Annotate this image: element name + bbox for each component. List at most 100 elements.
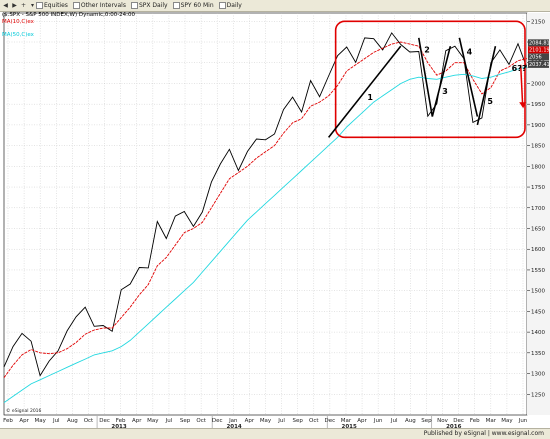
x-tick-label: Nov [437,418,448,424]
price-tag-label: 2101.19 [529,48,550,54]
x-tick-label: Apr [19,418,29,424]
annotation-trendline [476,45,497,126]
x-tick-label: Oct [84,418,94,424]
x-year-label: 2015 [342,424,357,428]
x-tick-label: Jun [518,418,528,424]
highlight-box [334,20,526,139]
x-tick-label: Oct [309,418,319,424]
x-tick-label: Sep [293,418,304,424]
toolbar-item-label: Equities [44,2,68,9]
y-tick-label: 1500 [531,289,545,295]
down-arrow-head [519,102,527,109]
x-tick-label: Aug [67,418,78,424]
price-axis-panel [527,13,550,415]
y-tick-label: 1950 [531,102,545,108]
annotation-label: 5 [487,97,493,106]
price-tag: 2056 [528,53,549,61]
x-tick-label: Jul [390,418,398,424]
watermark: © eSignal 2016 [6,407,42,414]
annotation-label: 4 [467,47,473,56]
annotation-trendline [431,45,452,117]
forward-arrow-icon[interactable]: ▶ [12,2,17,9]
toolbar-item-other-intervals[interactable]: Other Intervals [72,2,126,9]
y-tick-label: 1600 [531,247,545,253]
annotation-label: 3 [442,87,448,96]
toolbar-item-spx-daily[interactable]: SPX Daily [130,2,168,9]
y-tick-label: 2150 [531,19,545,25]
toolbar-item-spy-60-min[interactable]: SPY 60 Min [172,2,214,9]
x-tick-label: Feb [116,418,126,424]
y-tick-label: 1250 [531,392,545,398]
legend-ma50: MA(50,C)ex [2,32,34,38]
status-bar: Published by eSignal | www.esignal.com [0,428,550,439]
x-tick-label: May [147,418,159,424]
toolbar-item-label: SPX Daily [138,2,168,9]
y-tick-label: 1900 [531,123,545,129]
x-tick-label: Mar [486,418,497,424]
annotation-label: 6?? [512,64,527,73]
list-icon [36,2,43,9]
y-tick-label: 1400 [531,330,545,336]
x-tick-label: Jul [52,418,60,424]
x-tick-label: May [35,418,47,424]
clock-icon [72,2,80,9]
chart-icon [218,2,226,9]
x-tick-label: Mar [341,418,352,424]
price-tag: 2037.41 [528,60,550,68]
y-tick-label: 1650 [531,227,545,233]
toolbar-item-label: SPY 60 Min [180,2,214,9]
price-tag-box [528,39,549,47]
toolbar: ◀ ▶ + ▾ Equities Other Intervals SPX Dai… [0,0,550,12]
y-tick-label: 1850 [531,144,545,150]
dropdown-icon[interactable]: ▾ [30,2,34,9]
publisher-text: Published by eSignal | www.esignal.com [423,430,544,437]
y-tick-label: 1800 [531,164,545,170]
y-tick-label: 1550 [531,268,545,274]
x-tick-label: Apr [245,418,255,424]
price-tag-label: 2056 [529,55,542,61]
price-tag-box [528,46,549,54]
down-arrow-shaft [519,64,524,107]
x-tick-label: Dec [99,418,110,424]
y-tick-label: 1300 [531,372,545,378]
x-tick-label: Jul [277,418,285,424]
y-tick-label: 1750 [531,185,545,191]
x-tick-label: Oct [196,418,206,424]
price-tag-box [528,53,549,61]
toolbar-item-label: Other Intervals [80,2,126,9]
price-tag-label: 2084.81 [529,41,550,47]
price-tag-box [528,60,549,68]
add-icon[interactable]: + [20,2,27,9]
x-tick-label: Jan [228,418,238,424]
toolbar-item-daily[interactable]: Daily [218,2,242,9]
x-tick-label: Jul [165,418,173,424]
annotation-trendline [458,37,479,117]
back-arrow-icon[interactable]: ◀ [3,2,8,9]
x-tick-label: Dec [453,418,464,424]
chart-icon [172,2,180,9]
x-tick-label: Sep [421,418,432,424]
toolbar-item-equities[interactable]: Equities [36,2,68,9]
x-tick-label: Dec [325,418,336,424]
x-tick-label: Feb [470,418,480,424]
legend-ma10: MA(10,C)ex [2,19,34,25]
y-tick-label: 2000 [531,81,545,87]
x-year-label: 2013 [111,424,126,428]
y-tick-label: 1450 [531,309,545,315]
x-tick-label: Jun [373,418,383,424]
x-tick-label: Apr [132,418,142,424]
x-year-label: 2014 [226,424,241,428]
y-tick-label: 1700 [531,206,545,212]
price-tag: 2101.19 [528,46,550,54]
chart-area[interactable]: 1250 1300 1350 1400 1450 1500 1550 1600 1650 1700… [0,11,550,428]
chart-icon [130,2,138,9]
x-tick-label: May [260,418,272,424]
x-tick-label: Apr [357,418,367,424]
x-tick-label: Sep [180,418,191,424]
series-line-ma50 [3,66,528,403]
annotation-label: 1 [367,93,373,102]
x-tick-label: Dec [212,418,223,424]
symbol-line: ($.SPX - S&P 500 INDEX,W) Dynamic,0:00-2… [2,12,136,18]
x-tick-label: Feb [3,418,13,424]
